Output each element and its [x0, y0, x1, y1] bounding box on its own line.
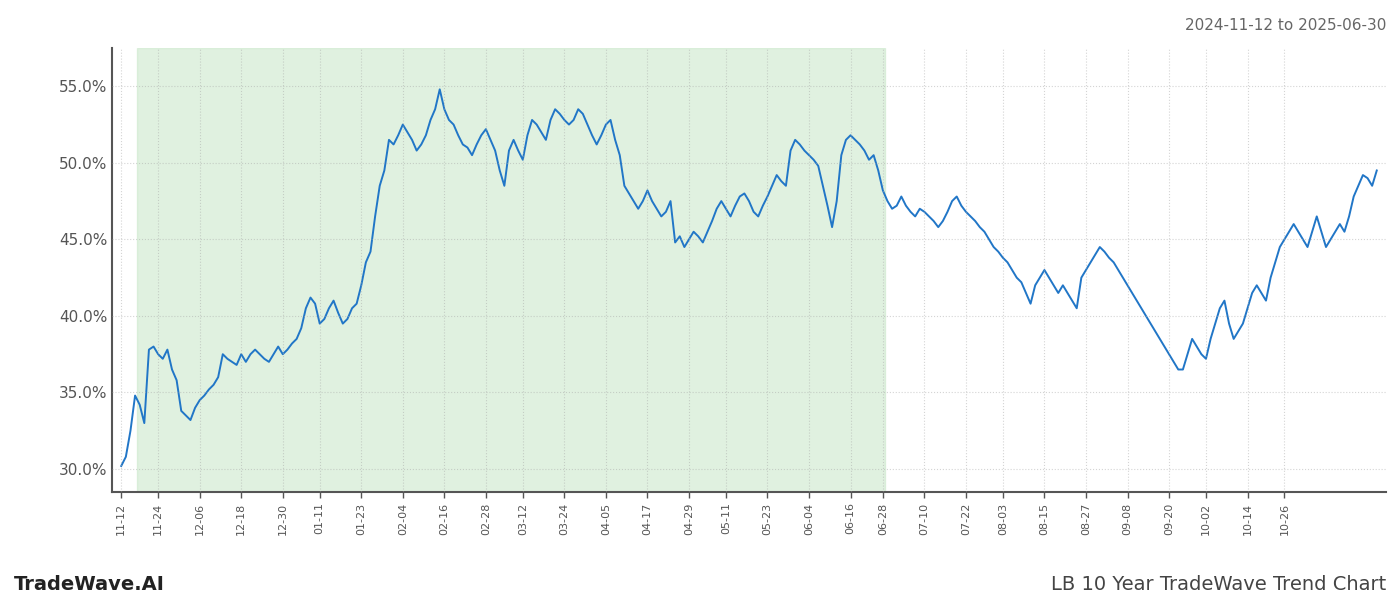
Text: LB 10 Year TradeWave Trend Chart: LB 10 Year TradeWave Trend Chart	[1051, 575, 1386, 594]
Bar	[137, 48, 885, 492]
Text: 2024-11-12 to 2025-06-30: 2024-11-12 to 2025-06-30	[1184, 18, 1386, 33]
Text: TradeWave.AI: TradeWave.AI	[14, 575, 165, 594]
